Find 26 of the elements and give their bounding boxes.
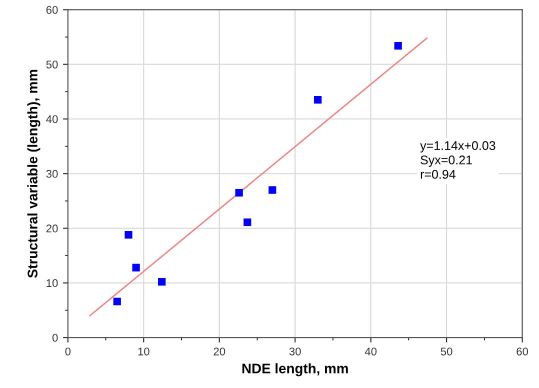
x-axis-title: NDE length, mm (242, 363, 348, 376)
y-tick-label: 40 (46, 115, 58, 124)
y-tick-label: 60 (46, 6, 58, 14)
y-tick-label: 10 (46, 279, 58, 288)
point (268, 186, 276, 194)
y-tick-label: 20 (46, 224, 58, 232)
x-tick-label: 30 (289, 348, 301, 356)
y-tick-label: 30 (46, 170, 58, 178)
x-tick-label: 40 (364, 348, 377, 356)
point (132, 264, 140, 272)
point (394, 42, 402, 50)
point (158, 278, 166, 286)
point (244, 218, 252, 226)
x-tick-label: 20 (214, 348, 226, 356)
y-axis-title: Structural variable (length), mm (27, 70, 40, 278)
point (314, 96, 322, 104)
point (235, 188, 243, 197)
x-tick-label: 0 (65, 348, 71, 356)
x-tick-label: 50 (440, 348, 452, 356)
x-tick-label: 60 (516, 348, 528, 356)
point (124, 231, 132, 239)
annotation: y=1.14x+0.03 Syx=0.21 r=0.94 (420, 141, 496, 179)
y-tick-label: 0 (52, 334, 58, 342)
x-tick-label: 10 (138, 348, 150, 356)
point (113, 298, 121, 306)
y-tick-label: 50 (46, 60, 58, 68)
